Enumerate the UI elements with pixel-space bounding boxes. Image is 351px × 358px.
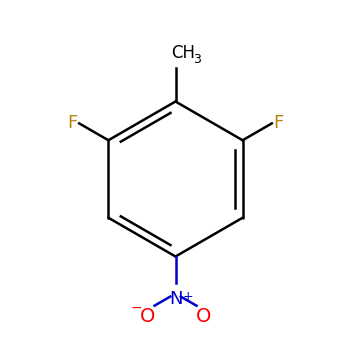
Text: +: +	[183, 290, 194, 303]
Text: CH: CH	[171, 44, 196, 62]
Text: F: F	[68, 113, 78, 131]
Text: O: O	[140, 307, 155, 326]
Text: 3: 3	[193, 53, 201, 67]
Text: −: −	[130, 301, 142, 315]
Text: F: F	[273, 113, 283, 131]
Text: O: O	[196, 307, 211, 326]
Text: N: N	[169, 290, 182, 308]
